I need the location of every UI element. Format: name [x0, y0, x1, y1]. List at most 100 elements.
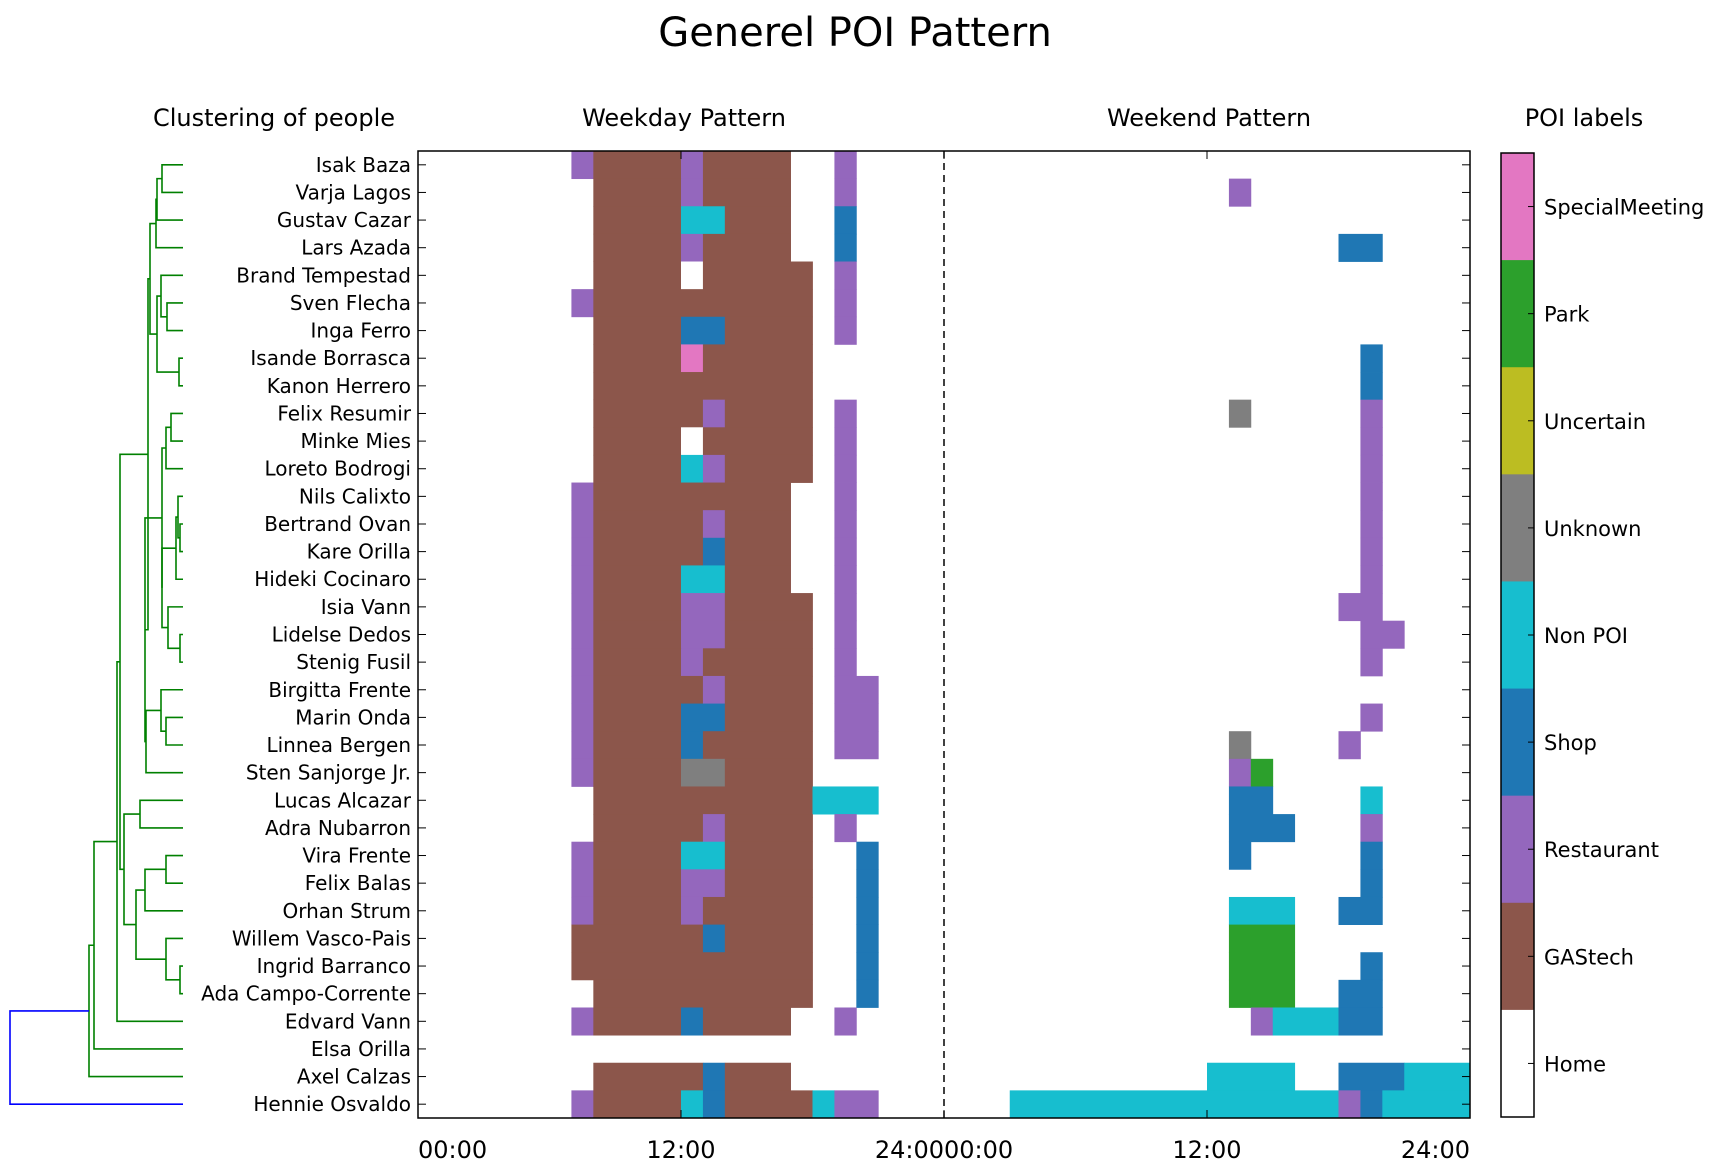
colorbar-border: [1500, 152, 1535, 1118]
weekday-cell-brand-tempestad-restaurant: [834, 261, 857, 290]
weekend-cell-felix-resumir-restaurant: [1360, 399, 1383, 428]
weekday-heatmap: [571, 151, 879, 1119]
weekday-cell-felix-balas-restaurant: [681, 869, 726, 898]
person-label-marin-onda: Marin Onda: [295, 705, 411, 729]
weekday-cell-loreto-bodrogi-gastech: [593, 454, 682, 483]
weekday-cell-hideki-cocinaro-restaurant: [571, 565, 594, 594]
weekend-cell-hennie-osvaldo-non-poi: [1382, 1090, 1471, 1119]
weekday-cell-edvard-vann-gastech: [593, 1007, 682, 1036]
weekday-cell-loreto-bodrogi-gastech: [724, 454, 813, 483]
dendrogram-link: [9, 1010, 183, 1105]
person-label-willem-vasco-pais: Willem Vasco-Pais: [232, 926, 411, 950]
person-label-gustav-cazar: Gustav Cazar: [277, 208, 412, 232]
weekday-cell-sven-flecha-gastech: [593, 289, 813, 318]
weekend-cell-sten-sanjorge-jr-restaurant: [1228, 758, 1252, 787]
dendrogram-link: [165, 716, 183, 746]
weekend-cell-sten-sanjorge-jr-park: [1250, 758, 1274, 787]
weekday-cell-kare-orilla-gastech: [724, 537, 791, 566]
weekday-cell-lars-azada-restaurant: [681, 233, 704, 262]
person-label-isande-borrasca: Isande Borrasca: [250, 346, 411, 370]
x-tick-labels: 00:00 12:00 24:00 00:00 12:00 24:00: [418, 1136, 1470, 1160]
weekday-cell-felix-balas-shop: [856, 869, 879, 898]
weekend-cell-hideki-cocinaro-restaurant: [1360, 565, 1383, 594]
weekend-x-tick-label: 00:00: [944, 1136, 1013, 1160]
person-label-felix-balas: Felix Balas: [305, 871, 411, 895]
weekend-cell-vira-frente-shop: [1228, 841, 1252, 870]
weekend-cell-adra-nubarron-shop: [1228, 814, 1296, 843]
weekday-cell-sten-sanjorge-jr-unknown: [681, 758, 726, 787]
weekday-cell-loreto-bodrogi-non-poi: [681, 454, 704, 483]
weekday-cell-felix-resumir-restaurant: [834, 399, 857, 428]
weekday-cell-hennie-osvaldo-gastech: [593, 1090, 682, 1119]
weekend-cell-loreto-bodrogi-restaurant: [1360, 454, 1383, 483]
weekday-cell-lucas-alcazar-gastech: [593, 786, 813, 815]
weekday-cell-kare-orilla-shop: [702, 537, 726, 566]
weekday-cell-varja-lagos-gastech: [593, 178, 682, 207]
person-label-elsa-orilla: Elsa Orilla: [311, 1037, 411, 1061]
dendrogram-link: [123, 813, 140, 926]
person-label-edvard-vann: Edvard Vann: [285, 1009, 411, 1033]
weekday-cell-birgitta-frente-gastech: [593, 675, 704, 704]
weekday-cell-sven-flecha-restaurant: [571, 289, 594, 318]
weekend-cell-willem-vasco-pais-park: [1228, 924, 1296, 953]
weekend-cell-isia-vann-restaurant: [1338, 593, 1383, 622]
weekday-cell-varja-lagos-restaurant: [681, 178, 704, 207]
dendrogram-link: [88, 944, 183, 1078]
weekday-cell-vira-frente-gastech: [724, 841, 813, 870]
dendrogram-link: [165, 426, 183, 470]
weekday-cell-birgitta-frente-restaurant: [571, 675, 594, 704]
weekday-cell-kanon-herrero-gastech: [593, 372, 813, 401]
weekend-cell-ada-campo-corrente-park: [1228, 979, 1296, 1008]
weekday-cell-birgitta-frente-restaurant: [702, 675, 726, 704]
weekday-cell-hennie-osvaldo-shop: [702, 1090, 726, 1119]
weekday-cell-marin-onda-gastech: [593, 703, 682, 732]
person-label-bertrand-ovan: Bertrand Ovan: [264, 512, 411, 536]
weekday-cell-isak-baza-gastech: [702, 151, 791, 180]
weekend-cell-kare-orilla-restaurant: [1360, 537, 1383, 566]
weekend-cell-minke-mies-restaurant: [1360, 427, 1383, 456]
weekday-cell-kare-orilla-gastech: [593, 537, 704, 566]
weekday-cell-kare-orilla-restaurant: [571, 537, 594, 566]
weekday-cell-isia-vann-restaurant: [834, 593, 857, 622]
weekday-cell-orhan-strum-gastech: [593, 896, 682, 925]
weekday-cell-felix-resumir-gastech: [593, 399, 704, 428]
weekday-cell-linnea-bergen-restaurant: [834, 731, 879, 760]
weekday-cell-axel-calzas-gastech: [593, 1062, 704, 1091]
colorbar-label-uncertain: Uncertain: [1544, 410, 1646, 434]
weekday-cell-sten-sanjorge-jr-restaurant: [571, 758, 594, 787]
person-label-varja-lagos: Varja Lagos: [295, 180, 411, 204]
person-label-adra-nubarron: Adra Nubarron: [265, 816, 411, 840]
dendrogram-link: [135, 889, 166, 960]
dendrogram-link: [93, 840, 183, 1050]
weekday-cell-edvard-vann-gastech: [702, 1007, 791, 1036]
weekday-cell-lidelse-dedos-restaurant: [681, 620, 726, 649]
weekday-cell-isak-baza-gastech: [593, 151, 682, 180]
weekend-cell-varja-lagos-restaurant: [1228, 178, 1252, 207]
weekday-cell-bertrand-ovan-restaurant: [571, 510, 594, 539]
weekday-cell-loreto-bodrogi-restaurant: [702, 454, 726, 483]
dendrogram-link: [179, 965, 183, 995]
weekend-cell-linnea-bergen-restaurant: [1338, 731, 1361, 760]
weekday-cell-gustav-cazar-gastech: [593, 206, 682, 235]
weekday-cell-bertrand-ovan-gastech: [593, 510, 704, 539]
weekend-cell-hennie-osvaldo-restaurant: [1338, 1090, 1361, 1119]
weekday-cell-marin-onda-gastech: [724, 703, 813, 732]
person-label-hennie-osvaldo: Hennie Osvaldo: [253, 1092, 411, 1116]
person-label-isak-baza: Isak Baza: [316, 153, 411, 177]
colorbar-label-gastech: GAStech: [1544, 945, 1634, 969]
weekend-cell-kanon-herrero-shop: [1360, 372, 1383, 401]
weekday-cell-vira-frente-non-poi: [681, 841, 726, 870]
weekday-cell-adra-nubarron-gastech: [593, 814, 704, 843]
weekend-cell-ingrid-barranco-shop: [1360, 952, 1383, 981]
weekday-cell-isande-borrasca-specialmeeting: [681, 344, 704, 373]
weekday-cell-inga-ferro-restaurant: [834, 316, 857, 345]
colorbar-label-shop: Shop: [1544, 731, 1597, 755]
weekday-cell-marin-onda-restaurant: [834, 703, 879, 732]
weekday-cell-edvard-vann-shop: [681, 1007, 704, 1036]
weekday-cell-inga-ferro-gastech: [593, 316, 682, 345]
weekend-cell-lidelse-dedos-restaurant: [1360, 620, 1405, 649]
person-label-ada-campo-corrente: Ada Campo-Corrente: [201, 982, 411, 1006]
weekday-cell-axel-calzas-gastech: [724, 1062, 791, 1091]
weekend-x-tick-label: 24:00: [1401, 1136, 1470, 1160]
weekday-cell-lidelse-dedos-restaurant: [834, 620, 857, 649]
